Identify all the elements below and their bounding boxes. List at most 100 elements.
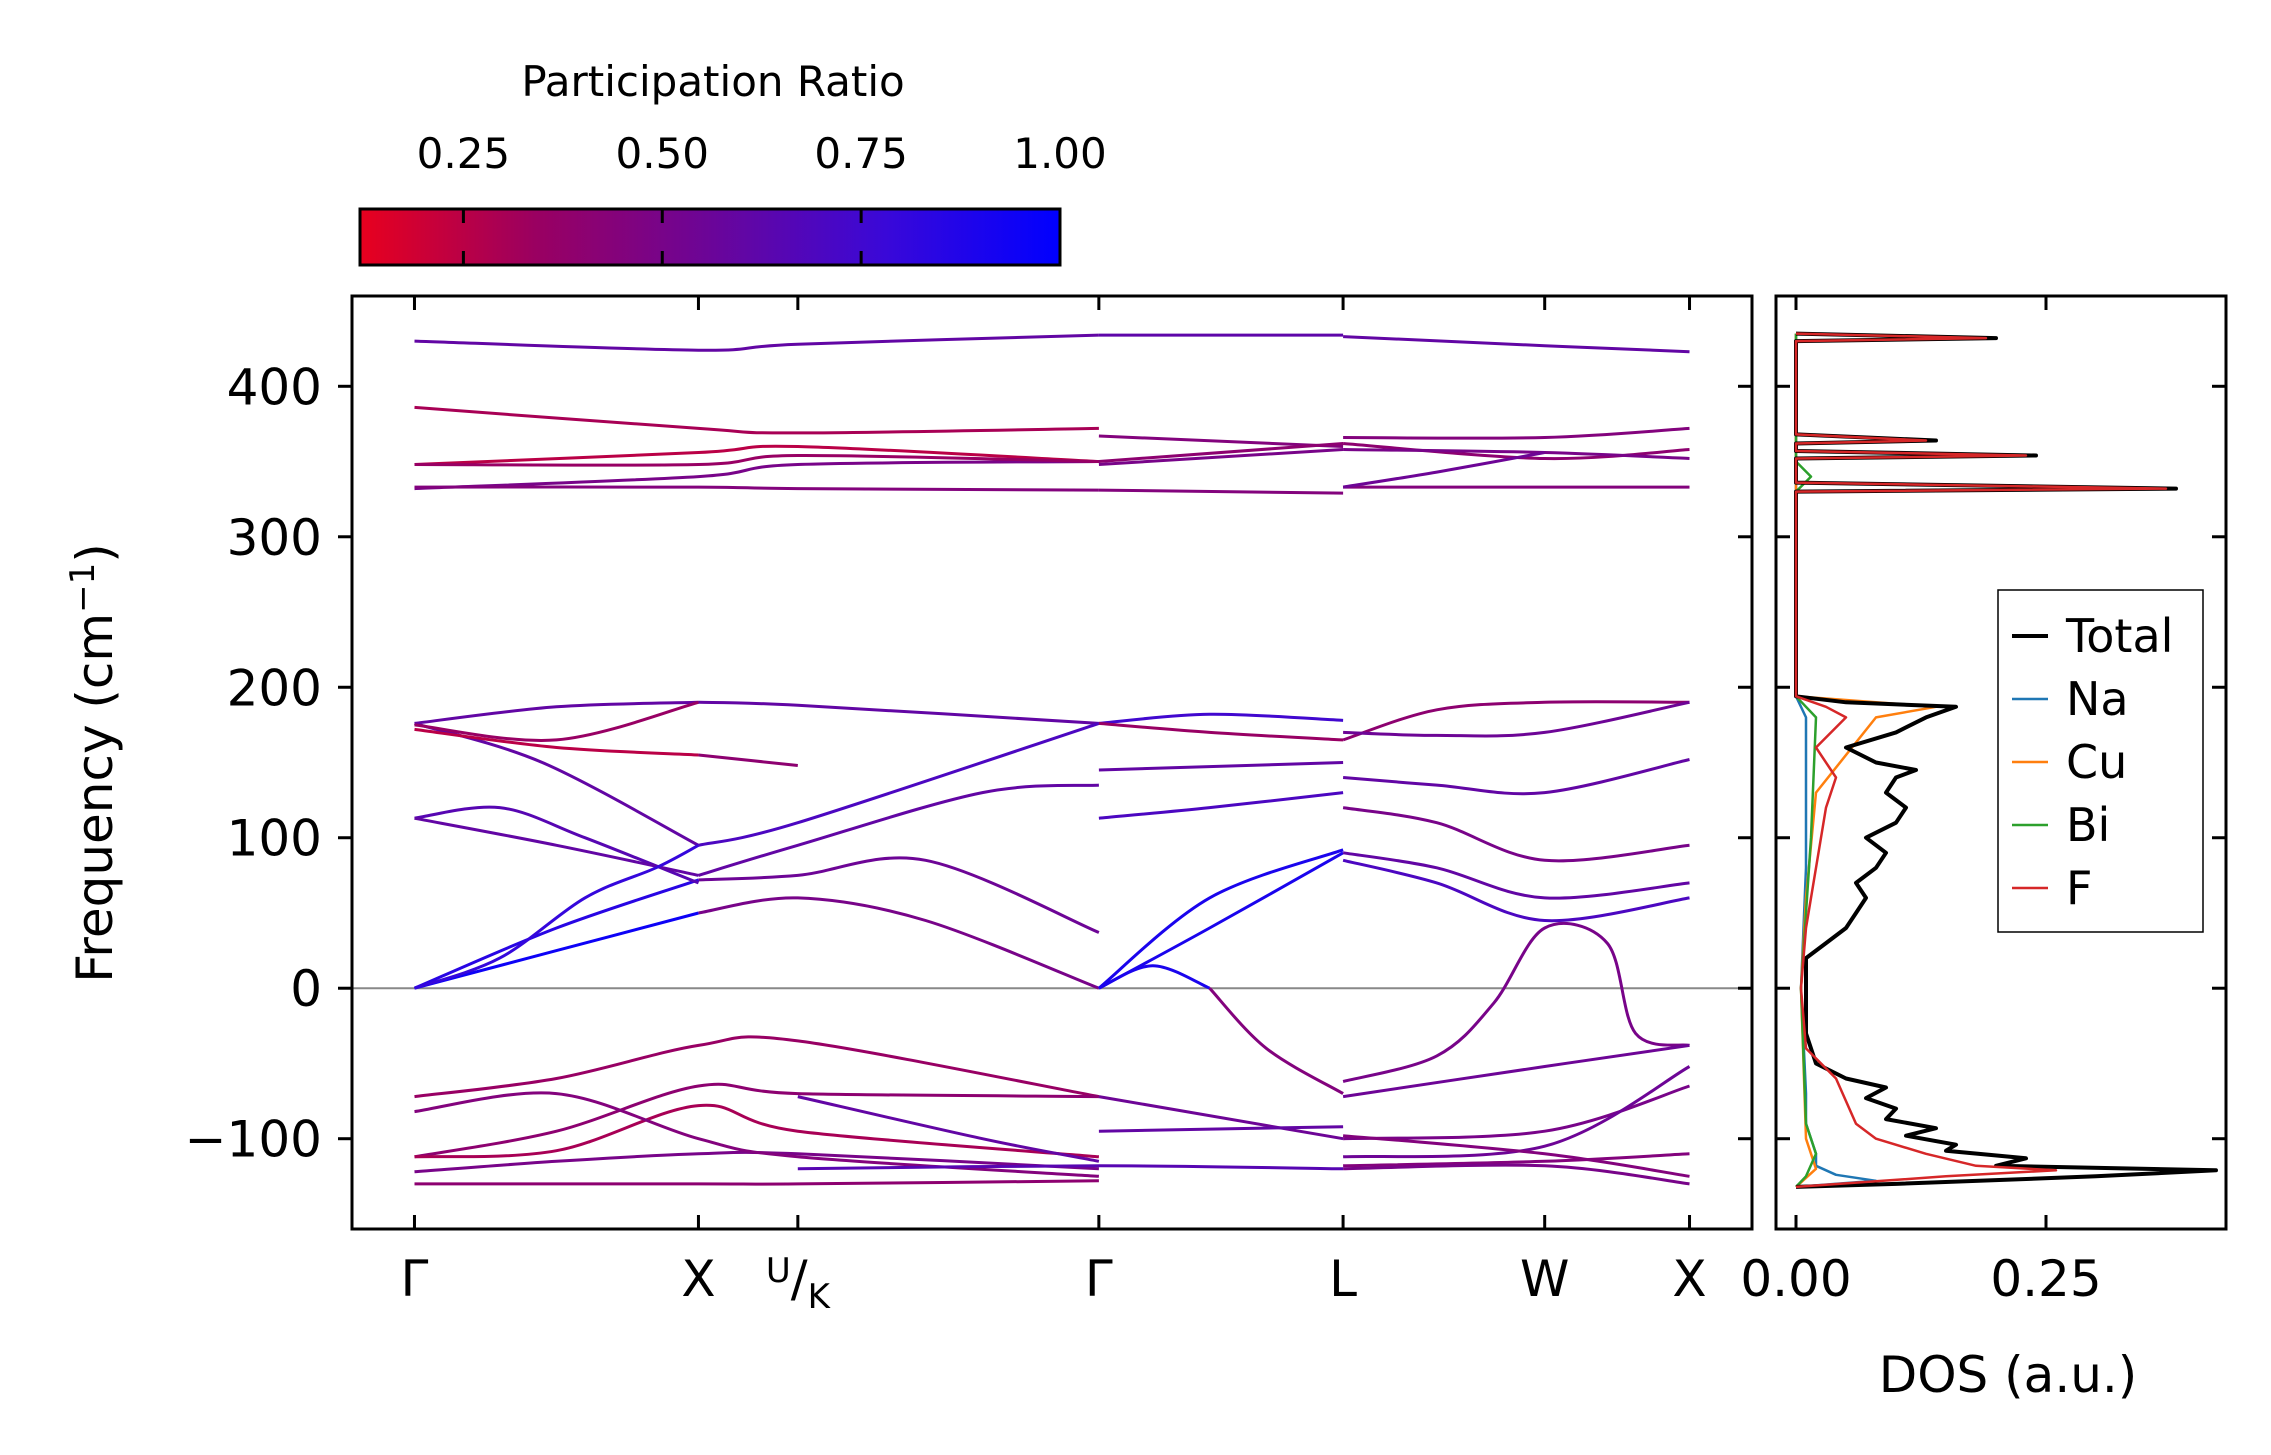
band-lines — [413, 333, 1691, 1186]
colorbar-gradient — [358, 207, 1062, 267]
colorbar-tick-label: 1.00 — [1013, 129, 1107, 178]
band-line — [414, 1150, 1099, 1174]
y-axis-label-end: ) — [66, 543, 124, 563]
legend-label: F — [2066, 861, 2092, 915]
band-axes-frame — [350, 294, 1754, 1231]
band-line — [1098, 1095, 1344, 1141]
k-point-label: W — [1520, 1250, 1569, 1308]
y-tick-label: −100 — [185, 1111, 322, 1169]
band-line — [1098, 488, 1344, 495]
band-line — [414, 700, 699, 742]
band-line — [1342, 1134, 1690, 1178]
legend-label: Bi — [2066, 798, 2110, 852]
band-line — [1342, 1043, 1690, 1099]
band-line — [698, 753, 798, 767]
band-line — [1098, 448, 1344, 466]
band-line — [414, 700, 699, 725]
band-line — [1343, 1084, 1690, 1141]
band-line — [1098, 712, 1344, 725]
band-line — [698, 721, 1100, 847]
k-point-label: X — [681, 1250, 715, 1308]
band-line — [698, 896, 1100, 990]
dos-x-tick-label: 0.00 — [1740, 1250, 1851, 1308]
dos-axes-frame — [1774, 294, 2228, 1231]
band-line — [1342, 442, 1690, 461]
band-line — [1098, 761, 1344, 772]
band-line — [797, 1095, 1100, 1163]
band-line — [414, 816, 699, 877]
y-axis-label: Frequency (cm−1) — [63, 543, 124, 983]
y-tick-label: 0 — [290, 960, 322, 1018]
k-point-label: U/K — [766, 1250, 832, 1317]
band-line — [414, 1035, 1100, 1099]
band-line — [1342, 700, 1690, 742]
colorbar: Participation Ratio 0.25 0.50 0.75 1.00 — [358, 57, 1107, 267]
band-line — [1342, 922, 1690, 1083]
k-point-label: L — [1329, 1250, 1357, 1308]
legend-label: Cu — [2066, 735, 2127, 789]
dos-x-tick-label: 0.25 — [1990, 1250, 2101, 1308]
y-axis-label-text: Frequency (cm — [66, 613, 124, 983]
band-line — [413, 878, 699, 990]
band-line — [1098, 442, 1344, 463]
y-axis-ticks: 400 300 200 100 0 −100 — [185, 358, 1752, 1169]
band-line — [1342, 758, 1690, 796]
band-line — [414, 460, 1099, 491]
legend-label: Na — [2066, 672, 2129, 726]
band-line — [1343, 1065, 1691, 1159]
band-line — [414, 485, 1099, 492]
band-line — [414, 1179, 1099, 1186]
k-point-ticks: Γ X U/K Γ L W X — [401, 296, 1707, 1317]
dos-line-f — [1794, 332, 2168, 1189]
band-line — [1098, 964, 1211, 990]
band-line — [414, 453, 1099, 467]
band-line — [1343, 1163, 1690, 1186]
legend-items: Total Na Cu Bi F — [2012, 609, 2173, 915]
band-line — [414, 843, 700, 990]
k-point-label: Γ — [401, 1250, 429, 1308]
band-line — [1343, 335, 1690, 354]
band-line — [1098, 721, 1344, 742]
dos-lines — [1794, 331, 2218, 1189]
k-point-label: X — [1672, 1250, 1706, 1308]
y-tick-label: 100 — [227, 810, 322, 868]
colorbar-tick-label: 0.75 — [814, 129, 908, 178]
y-tick-label: 400 — [227, 358, 322, 416]
dos-panel: 0.00 0.25 DOS (a.u.) Total Na Cu Bi F — [1740, 294, 2228, 1404]
y-tick-label: 200 — [227, 659, 322, 717]
legend-label: Total — [2065, 609, 2173, 663]
band-line — [1098, 851, 1344, 990]
band-line — [1343, 1152, 1690, 1168]
k-point-label-sub: K — [808, 1277, 832, 1317]
band-line — [414, 721, 700, 847]
band-line — [1342, 806, 1690, 863]
band-line — [414, 333, 1099, 352]
k-point-label: Γ — [1085, 1250, 1113, 1308]
band-line — [698, 856, 1100, 934]
band-line — [797, 1164, 1344, 1171]
band-line — [1098, 434, 1344, 448]
colorbar-title: Participation Ratio — [521, 57, 904, 106]
band-line — [414, 727, 699, 757]
y-axis-label-sup: −1 — [63, 563, 103, 613]
band-line — [1342, 451, 1545, 489]
band-line — [414, 911, 699, 990]
legend: Total Na Cu Bi F — [1997, 589, 2204, 933]
band-line — [1098, 791, 1344, 820]
dos-line-bi — [1794, 333, 1818, 1188]
dos-x-axis-label: DOS (a.u.) — [1879, 1346, 2138, 1404]
band-structure-panel: 400 300 200 100 0 −100 Γ X U/K Γ L W X Frequency (c… — [63, 294, 1754, 1317]
k-point-label-sup: U — [766, 1251, 791, 1291]
band-line — [1343, 426, 1690, 440]
band-line — [414, 405, 1099, 435]
dos-line-na — [1794, 333, 1878, 1189]
band-line — [1097, 848, 1344, 990]
y-tick-label: 300 — [227, 509, 322, 567]
colorbar-tick-label: 0.50 — [616, 129, 710, 178]
band-line — [414, 444, 1099, 466]
colorbar-tick-label: 0.25 — [417, 129, 511, 178]
band-line — [698, 700, 1099, 725]
band-line — [1208, 987, 1344, 1095]
band-line — [414, 1103, 1100, 1159]
